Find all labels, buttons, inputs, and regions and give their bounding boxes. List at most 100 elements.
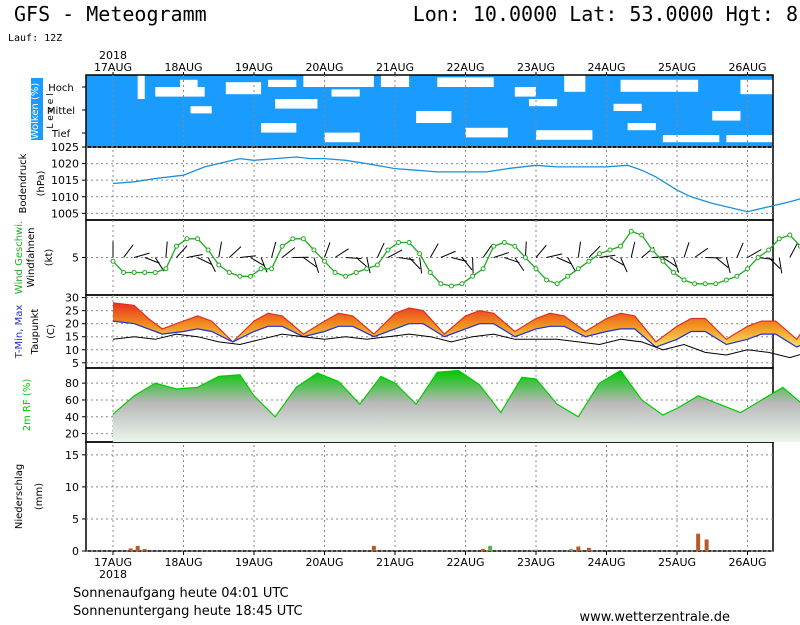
ytick-label: 80 — [65, 377, 79, 390]
wind-barb — [778, 257, 783, 274]
wind-point — [734, 273, 740, 279]
wind-point — [184, 236, 190, 242]
wind-point — [480, 266, 486, 272]
wind-barb — [387, 249, 403, 258]
wind-barb — [144, 257, 160, 264]
precip-bar — [586, 547, 591, 551]
wind-point — [290, 236, 296, 242]
cloud-gap — [536, 130, 593, 140]
ytick-label: 60 — [65, 394, 79, 407]
precip-bar — [142, 549, 147, 551]
date-label-top: 19AUG — [235, 61, 273, 74]
site-url: www.wetterzentrale.de — [579, 610, 730, 625]
cloud-ylabel: Wolken (%) — [30, 83, 41, 140]
rh-line — [112, 369, 800, 418]
location-coords: Lon: 10.0000 Lat: 53.0000 Hgt: 8 — [412, 2, 798, 26]
wind-point — [607, 247, 613, 253]
wind-barb — [345, 257, 362, 260]
wind-barb — [271, 241, 277, 258]
rh-ylabel: 2m RF (%) — [22, 379, 33, 432]
precip-bar — [371, 545, 376, 551]
ytick-label: 25 — [65, 305, 79, 318]
temp-unit: (C) — [46, 324, 57, 339]
wind-point — [343, 273, 349, 279]
wind-point — [152, 270, 158, 275]
wind-point — [205, 247, 211, 253]
wind-barb — [715, 257, 729, 268]
wind-point — [237, 273, 243, 279]
wind-point — [512, 243, 518, 249]
ytick-label: 1025 — [51, 141, 79, 154]
wind-barb — [683, 242, 690, 258]
wind-point — [459, 281, 465, 287]
wind-barb — [524, 241, 527, 258]
wind-point — [586, 258, 592, 264]
wind-point — [374, 262, 380, 268]
date-label-bottom: 21AUG — [376, 556, 414, 569]
cloud-gap — [416, 111, 452, 123]
wind-ylabel: Wind Geschwi. — [14, 221, 25, 294]
wind-point — [417, 251, 423, 257]
wind-point — [322, 258, 327, 264]
wind-point — [311, 247, 317, 253]
wind-barb — [250, 257, 265, 267]
wind-barb — [165, 241, 168, 258]
wind-barb — [313, 257, 320, 273]
ytick-label: 5 — [72, 252, 79, 265]
ytick-label: 20 — [65, 318, 79, 331]
cloud-gap — [275, 99, 318, 109]
tmax-line — [112, 302, 800, 343]
wind-barb — [281, 247, 296, 258]
wind-barb — [556, 257, 572, 265]
wind-barb — [567, 257, 576, 272]
date-label-top: 25AUG — [658, 61, 696, 74]
wind-barb — [694, 247, 709, 258]
wind-point — [110, 258, 116, 264]
wind-barb — [705, 257, 722, 259]
cloud-gap — [268, 79, 297, 87]
precip-bar — [128, 548, 133, 551]
wind-point — [173, 243, 179, 249]
cloud-gap — [528, 99, 558, 107]
ytick-label: 15 — [65, 449, 79, 462]
wind-barb — [493, 252, 510, 258]
wind-point — [300, 236, 306, 242]
wind-barb — [207, 257, 216, 272]
wind-point — [501, 240, 507, 245]
wind-point — [575, 266, 581, 272]
precip-bar — [534, 549, 538, 551]
date-label-bottom: 24AUG — [587, 556, 625, 569]
wind-point — [649, 247, 655, 253]
precip-ylabel: Niederschlag — [14, 464, 25, 529]
wind-barb — [736, 242, 744, 258]
wind-point — [702, 281, 708, 287]
pressure-ylabel: Bodendruck — [18, 153, 29, 213]
wind-barb — [620, 257, 628, 273]
cloud-level-label: Tief — [51, 129, 71, 140]
wind-point — [522, 255, 528, 260]
date-label-top: 23AUG — [517, 61, 555, 74]
wind-barb — [429, 243, 439, 258]
date-label-top: 22AUG — [446, 61, 484, 74]
wind-point — [639, 232, 645, 238]
date-label-bottom: 18AUG — [164, 556, 202, 569]
wind-point — [427, 270, 433, 275]
wind-point — [470, 273, 476, 279]
wind-barb — [228, 246, 242, 258]
wind-barb — [419, 257, 423, 274]
year-label-top: 2018 — [99, 49, 127, 62]
wind-point — [596, 251, 602, 257]
wind-point — [353, 270, 359, 275]
cloud-gap — [613, 103, 642, 111]
precip-bar — [576, 546, 581, 551]
cloud-level-label: Hoch — [48, 83, 73, 94]
temp-ylabel: T-Min, Max — [14, 305, 25, 360]
cloud-gap — [155, 87, 205, 97]
cloud-gap — [179, 79, 198, 87]
wind-barb — [355, 257, 369, 269]
wind-point — [670, 270, 676, 275]
wind-point — [448, 283, 454, 289]
wind-point — [660, 258, 666, 264]
wind-point — [491, 243, 497, 249]
cloud-gap — [465, 127, 508, 138]
